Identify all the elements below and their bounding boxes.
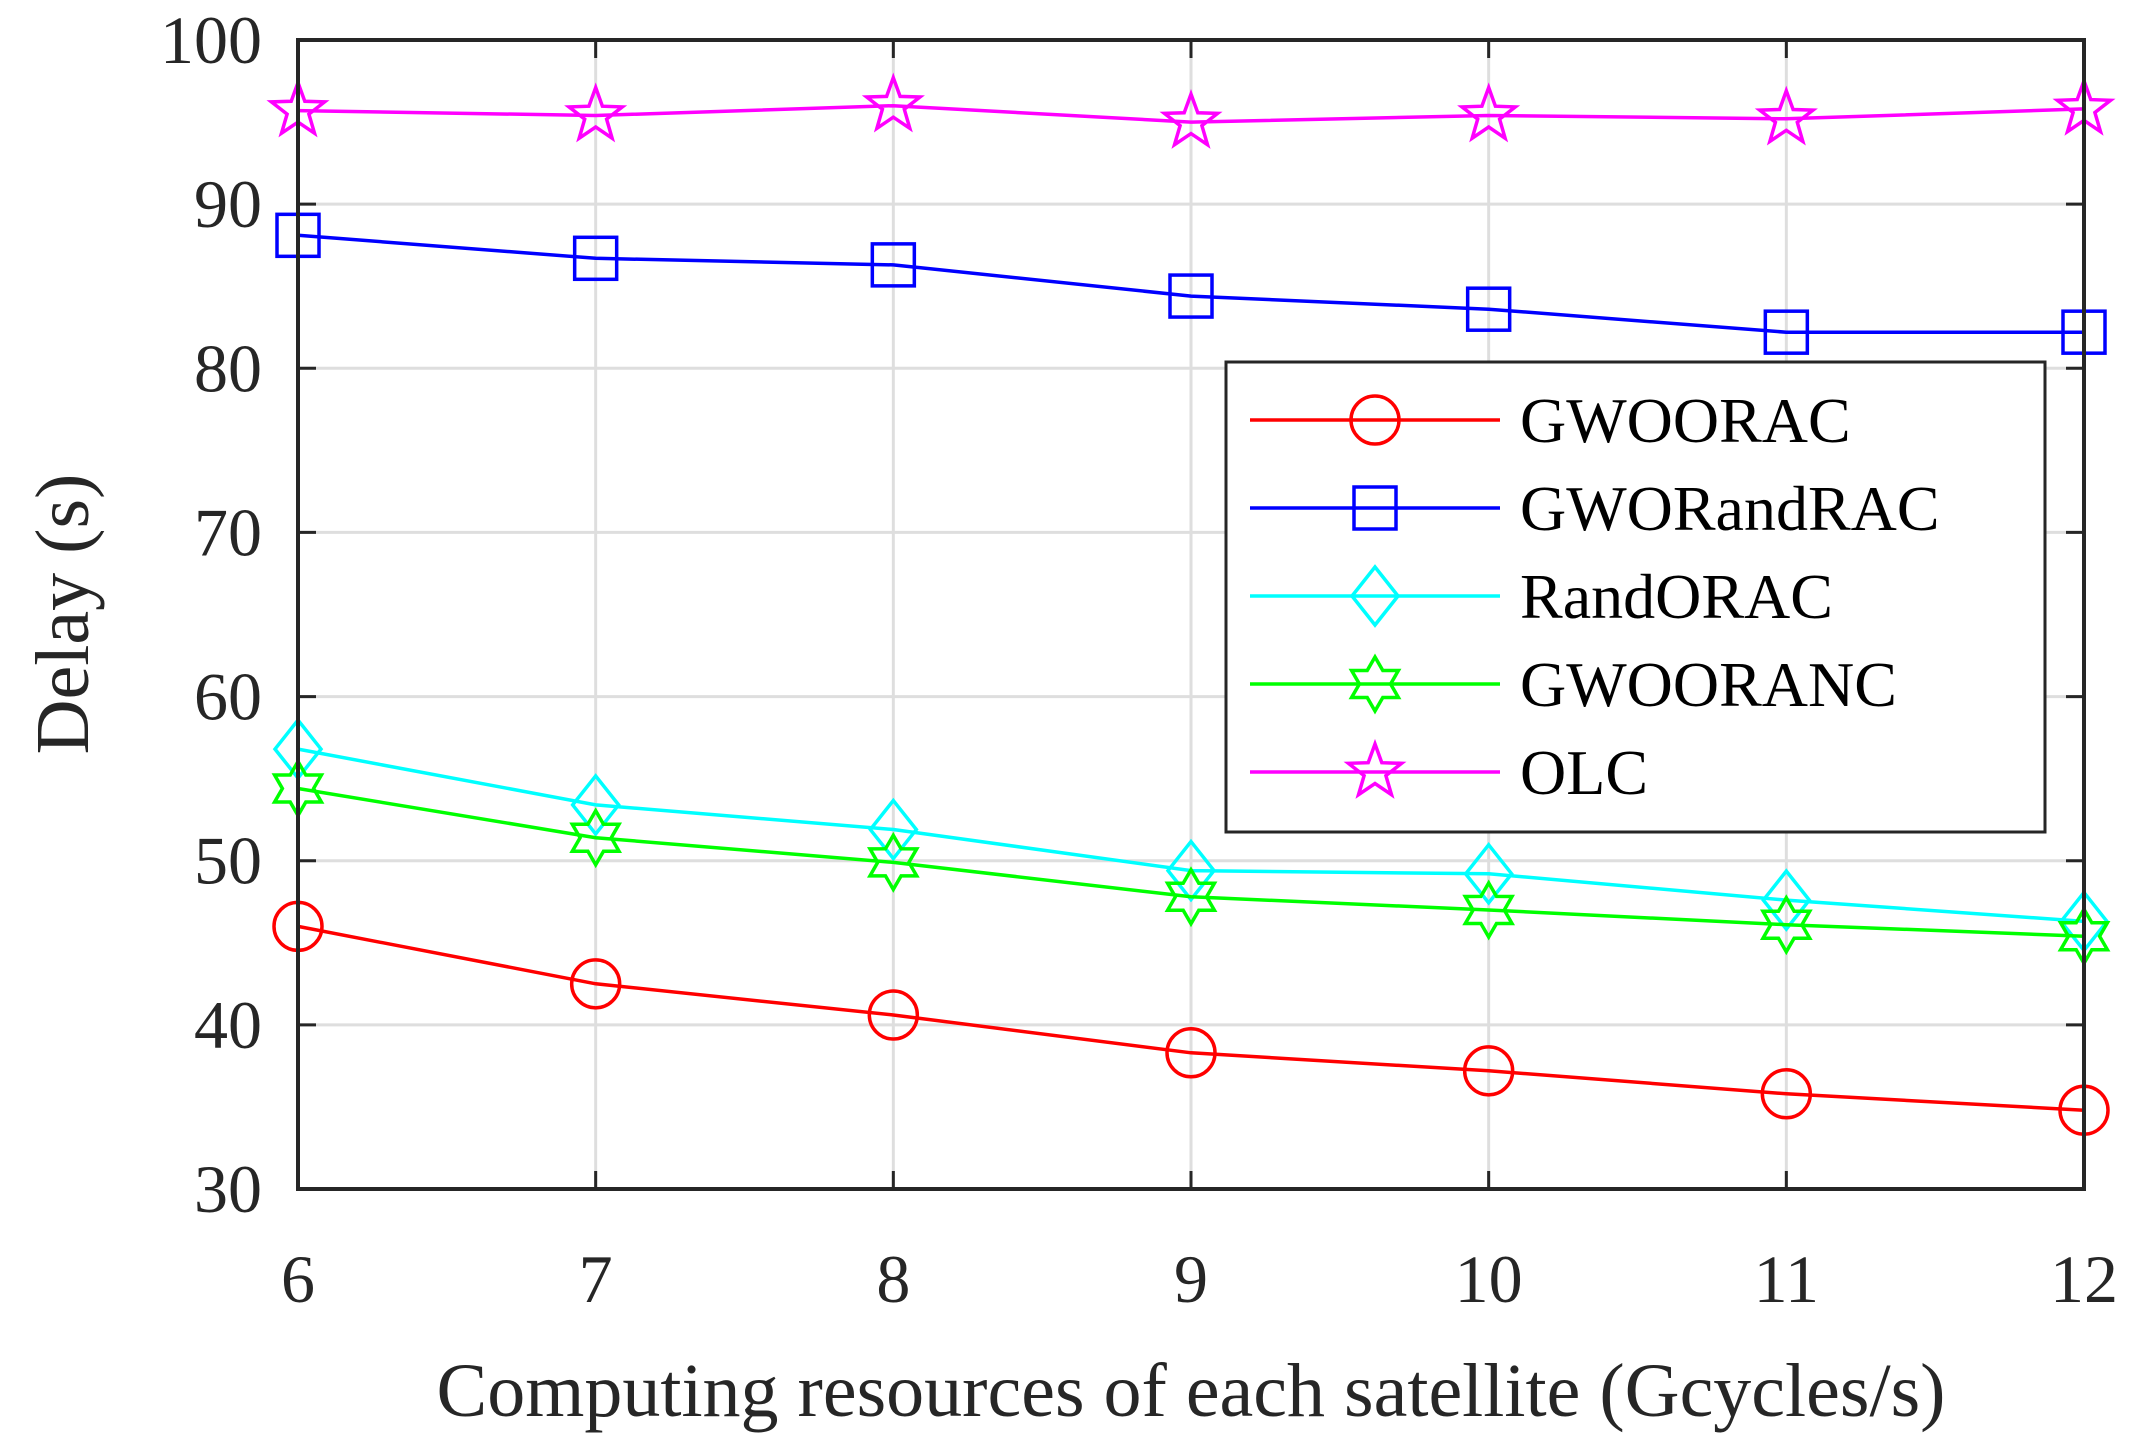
data-point-randorac bbox=[868, 797, 919, 862]
y-tick-label: 50 bbox=[194, 823, 262, 899]
legend-label-gwooranc: GWOORANC bbox=[1520, 649, 1897, 720]
legend-marker-olc bbox=[1343, 738, 1407, 799]
x-tick-label: 7 bbox=[579, 1241, 613, 1317]
legend-entry-gwoorac: GWOORAC bbox=[1250, 385, 1851, 456]
x-tick-label: 9 bbox=[1174, 1241, 1208, 1317]
axis-ticks: 6 7 8 9 10 11 12 30 40 50 60 70 80 90 100 bbox=[160, 2, 2118, 1317]
series-line-olc bbox=[297, 103, 2085, 124]
legend-label-gwoorac: GWOORAC bbox=[1520, 385, 1851, 456]
legend-marker-gworandrac bbox=[1352, 485, 1398, 531]
data-point-olc bbox=[1754, 85, 1818, 146]
data-point-olc bbox=[861, 72, 925, 133]
data-point-gwooranc bbox=[866, 831, 920, 893]
series-gwooranc bbox=[271, 758, 2111, 967]
series-line-gworandrac bbox=[297, 233, 2084, 334]
legend-entry-randorac: RandORAC bbox=[1250, 561, 1833, 632]
data-point-randorac bbox=[1165, 838, 1217, 903]
series-line-gwooranc bbox=[297, 786, 2085, 938]
x-tick-label: 10 bbox=[1455, 1241, 1523, 1317]
legend-marker-gwooranc bbox=[1348, 653, 1402, 715]
y-tick-label: 90 bbox=[194, 166, 262, 242]
legend-marker-gwoorac bbox=[1349, 394, 1401, 446]
legend-label-gworandrac: GWORandRAC bbox=[1520, 473, 1940, 544]
x-axis-title: Computing resources of each satellite (G… bbox=[437, 1349, 1946, 1433]
data-point-gwoorac bbox=[867, 989, 920, 1041]
y-tick-label: 100 bbox=[160, 2, 262, 78]
x-tick-label: 8 bbox=[876, 1241, 910, 1317]
x-tick-label: 12 bbox=[2050, 1241, 2118, 1317]
data-point-gwoorac bbox=[1760, 1068, 1813, 1120]
y-tick-label: 80 bbox=[194, 330, 262, 406]
x-tick-label: 6 bbox=[281, 1241, 315, 1317]
data-point-gwooranc bbox=[569, 807, 623, 869]
data-point-olc bbox=[564, 82, 628, 143]
legend-entry-olc: OLC bbox=[1250, 737, 1648, 808]
data-point-gwoorac bbox=[1165, 1027, 1217, 1079]
data-point-gworandrac bbox=[870, 242, 917, 288]
y-tick-label: 30 bbox=[194, 1151, 262, 1227]
legend: GWOORAC GWORandRAC RandORAC GWOORANC OLC bbox=[1224, 360, 2047, 834]
data-point-randorac bbox=[1761, 868, 1812, 932]
data-point-randorac bbox=[1463, 842, 1514, 906]
legend-label-randorac: RandORAC bbox=[1520, 561, 1833, 632]
data-point-gwooranc bbox=[1759, 894, 1813, 956]
x-tick-label: 11 bbox=[1754, 1241, 1819, 1317]
y-tick-label: 70 bbox=[194, 494, 262, 570]
data-point-olc bbox=[1457, 82, 1521, 143]
y-tick-label: 40 bbox=[194, 987, 262, 1063]
series-line-gwoorac bbox=[297, 924, 2085, 1112]
data-point-gworandrac bbox=[572, 235, 619, 282]
data-point-olc bbox=[1159, 88, 1223, 149]
data-point-gwooranc bbox=[1462, 879, 1516, 941]
data-point-gworandrac bbox=[1465, 286, 1512, 332]
legend-entry-gwooranc: GWOORANC bbox=[1250, 649, 1897, 720]
legend-marker-randorac bbox=[1349, 564, 1401, 628]
data-point-gwoorac bbox=[1462, 1045, 1515, 1097]
y-axis-title: Delay (s) bbox=[21, 474, 105, 755]
series-olc bbox=[266, 72, 2116, 149]
y-tick-label: 60 bbox=[194, 659, 262, 735]
data-point-gworandrac bbox=[1168, 273, 1214, 319]
legend-entry-gworandrac: GWORandRAC bbox=[1250, 473, 1940, 544]
data-point-randorac bbox=[570, 773, 621, 837]
data-point-gwooranc bbox=[1164, 866, 1218, 928]
legend-label-olc: OLC bbox=[1520, 737, 1648, 808]
data-point-gworandrac bbox=[1763, 309, 1810, 355]
data-point-gwoorac bbox=[569, 958, 622, 1010]
